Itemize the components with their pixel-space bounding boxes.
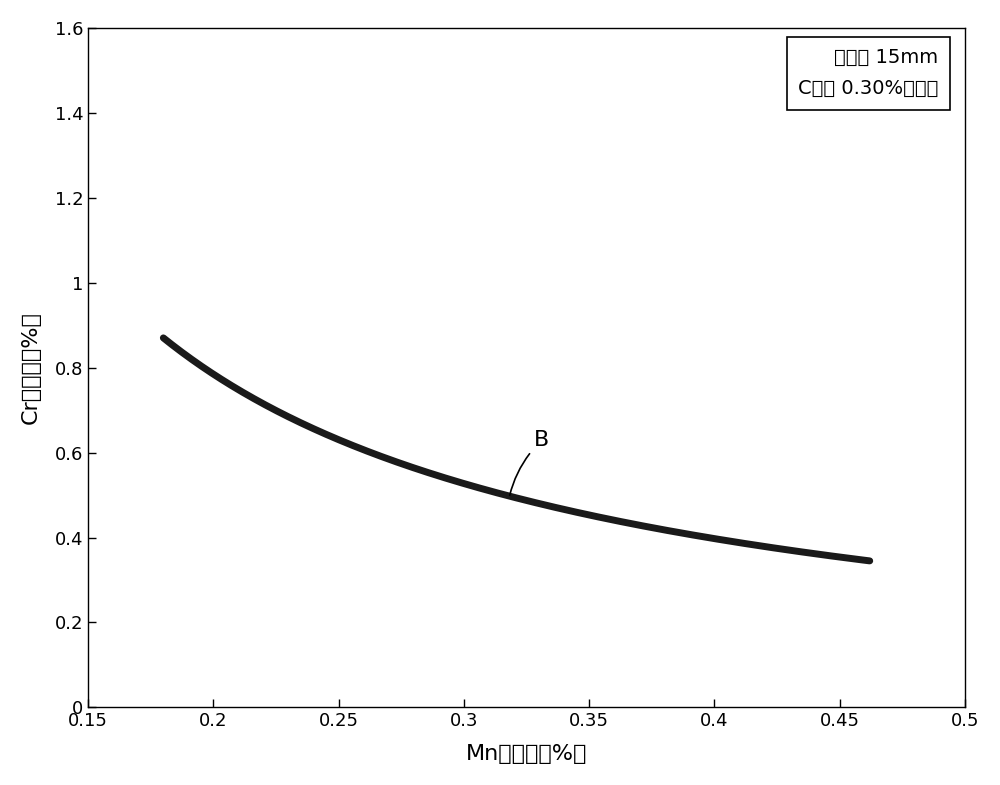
Y-axis label: Cr量（质量%）: Cr量（质量%） bbox=[21, 311, 41, 424]
X-axis label: Mn量（质量%）: Mn量（质量%） bbox=[466, 744, 587, 764]
Text: 尺寸： 15mm
C量： 0.30%的情况: 尺寸： 15mm C量： 0.30%的情况 bbox=[798, 48, 939, 98]
Text: B: B bbox=[510, 430, 549, 495]
